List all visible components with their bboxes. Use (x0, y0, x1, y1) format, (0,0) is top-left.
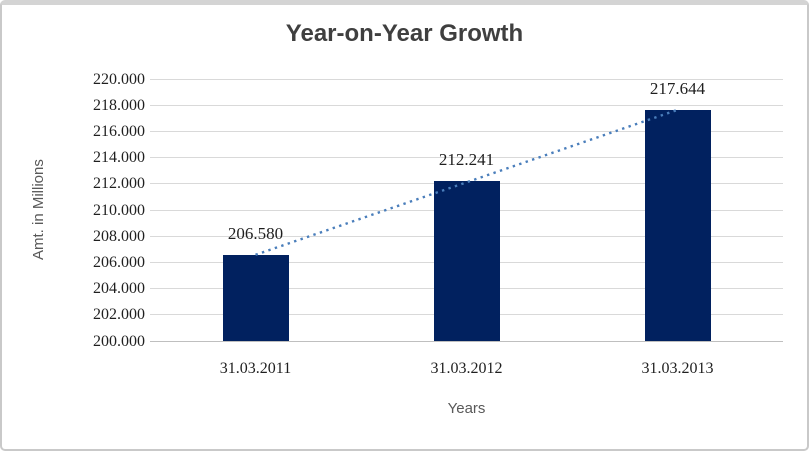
bar (433, 180, 500, 341)
y-tick-label: 208.000 (93, 227, 145, 245)
chart-title: Year-on-Year Growth (285, 20, 524, 47)
gridline (150, 340, 783, 342)
y-tick-label: 214.000 (93, 149, 145, 167)
y-tick-label: 212.000 (93, 175, 145, 193)
bar-data-label: 212.241 (438, 149, 495, 169)
y-tick-label: 216.000 (93, 122, 145, 140)
bar-data-label: 217.644 (649, 78, 706, 98)
y-tick-label: 202.000 (93, 306, 145, 324)
gridline (150, 104, 783, 106)
y-tick-label: 200.000 (93, 332, 145, 350)
bar-data-label: 206.580 (227, 223, 284, 243)
x-axis-title: Years (447, 400, 486, 417)
y-tick-label: 220.000 (93, 70, 145, 88)
y-tick-label: 206.000 (93, 253, 145, 271)
y-tick-label: 210.000 (93, 201, 145, 219)
gridline (150, 78, 783, 80)
bar (644, 109, 711, 341)
plot-area: 200.000 202.000 204.000 206.000 208.000 210.0… (93, 71, 783, 377)
bar (222, 254, 289, 341)
y-tick-label: 218.000 (93, 96, 145, 114)
x-category-label: 31.03.2012 (430, 360, 503, 377)
y-tick-label: 204.000 (93, 280, 145, 298)
x-category-label: 31.03.2013 (641, 360, 714, 377)
x-category-label: 31.03.2011 (219, 360, 292, 377)
